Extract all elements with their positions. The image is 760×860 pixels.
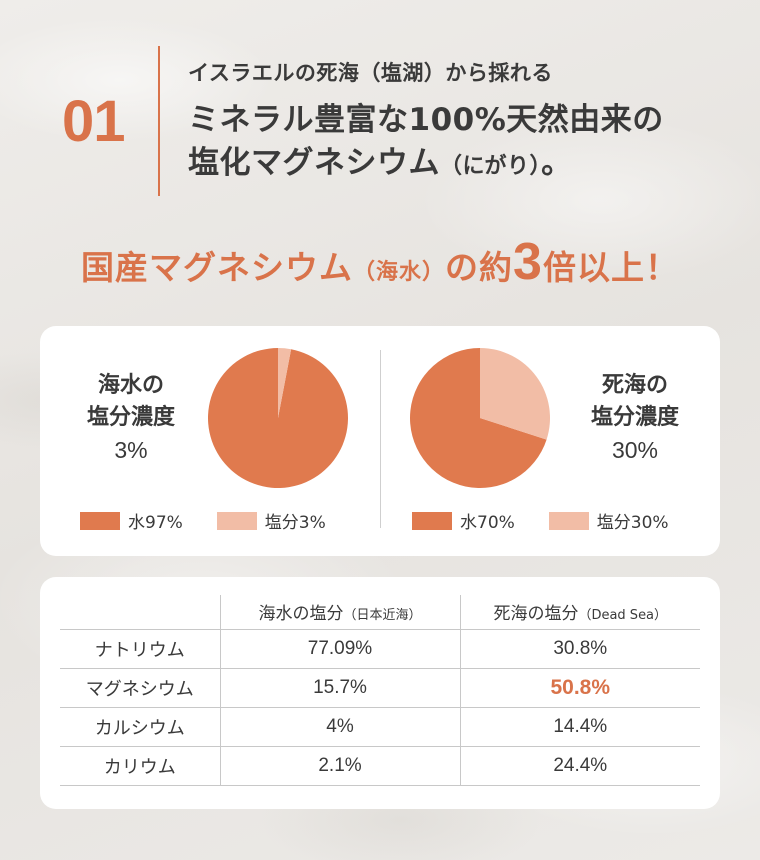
sea-value: 4%: [219, 707, 460, 747]
catch-copy: 国産マグネシウム（海水）の約3倍以上！: [0, 232, 760, 292]
table-row: カルシウム 4% 14.4%: [60, 707, 700, 747]
header-title-line2: 塩化マグネシウム（にがり）。: [188, 142, 664, 185]
pie-label-sea: 海水の 塩分濃度 3%: [66, 370, 196, 467]
pie-panel-deadsea: 死海の 塩分濃度 30% 水70% 塩分30%: [380, 326, 720, 556]
header-title-line1: ミネラル豊富な100%天然由来の: [188, 101, 664, 138]
pie-label-line1: 海水の: [97, 373, 164, 398]
legend-text-water: 水97%: [128, 513, 183, 533]
table-header-deadsea: 死海の塩分（Dead Sea）: [459, 595, 700, 630]
table-header-sea: 海水の塩分（日本近海）: [219, 595, 460, 630]
table-row: マグネシウム 15.7% 50.8%: [60, 668, 700, 708]
pie-panel-sea: 海水の 塩分濃度 3% 水97% 塩分3%: [40, 326, 380, 556]
sea-value: 15.7%: [219, 668, 460, 708]
table-row: カリウム 2.1% 24.4%: [60, 746, 700, 786]
legend-item-water: 水70%: [412, 508, 515, 533]
pie-label-pct: 30%: [611, 436, 659, 463]
pie-slice-salt: [480, 348, 550, 440]
legend-item-salt: 塩分3%: [216, 508, 326, 533]
catch-part3: の約: [445, 248, 514, 287]
header-main: 死海の塩分: [493, 604, 579, 625]
pie-label-deadsea: 死海の 塩分濃度 30%: [570, 370, 700, 467]
pie-legend-sea: 水97% 塩分3%: [80, 508, 360, 533]
pie-label-pct: 3%: [114, 436, 148, 463]
table-header-row: 海水の塩分（日本近海） 死海の塩分（Dead Sea）: [60, 595, 700, 630]
catch-part2: （海水）: [353, 260, 446, 285]
header-title-line2-note: （にがり）: [440, 154, 542, 179]
header-divider: [158, 46, 160, 196]
legend-text-salt: 塩分30%: [596, 513, 669, 533]
pie-chart-deadsea: [410, 348, 550, 488]
pie-slice-salt: [278, 348, 292, 418]
mineral-name: マグネシウム: [60, 668, 220, 708]
section-number: 01: [62, 88, 126, 154]
catch-number: 3: [513, 233, 543, 291]
pie-legend-deadsea: 水70% 塩分30%: [412, 508, 703, 533]
pie-label-line2: 塩分濃度: [590, 404, 679, 430]
pie-label-line2: 塩分濃度: [86, 404, 175, 430]
legend-item-salt: 塩分30%: [548, 508, 669, 533]
legend-swatch-salt: [548, 511, 589, 530]
header-text: イスラエルの死海（塩湖）から採れる ミネラル豊富な100%天然由来の 塩化マグネ…: [188, 57, 664, 186]
header-note: （Dead Sea）: [578, 608, 668, 624]
deadsea-value: 24.4%: [459, 746, 700, 786]
header-note: （日本近海）: [343, 608, 422, 624]
header-title-line2-end: 。: [541, 145, 573, 181]
pie-chart-sea: [208, 348, 348, 488]
table-header-empty: [60, 595, 220, 630]
mineral-table-card: 海水の塩分（日本近海） 死海の塩分（Dead Sea） ナトリウム 77.09%…: [40, 577, 720, 809]
header-main: 海水の塩分: [258, 604, 344, 625]
legend-swatch-salt: [216, 511, 257, 530]
legend-item-water: 水97%: [80, 508, 183, 533]
header-subtitle: イスラエルの死海（塩湖）から採れる: [188, 60, 553, 85]
mineral-composition-table: 海水の塩分（日本近海） 死海の塩分（Dead Sea） ナトリウム 77.09%…: [60, 595, 700, 786]
legend-swatch-water: [412, 511, 452, 530]
mineral-name: ナトリウム: [60, 629, 220, 669]
legend-swatch-water: [80, 511, 120, 530]
table-row: ナトリウム 77.09% 30.8%: [60, 629, 700, 669]
salinity-comparison-card: 海水の 塩分濃度 3% 水97% 塩分3% 死海の 塩分濃度 30% 水70% …: [40, 326, 720, 556]
mineral-name: カリウム: [60, 746, 220, 786]
legend-text-water: 水70%: [460, 513, 515, 533]
deadsea-value: 14.4%: [459, 707, 700, 747]
legend-text-salt: 塩分3%: [264, 513, 326, 533]
mineral-name: カルシウム: [60, 707, 220, 747]
pie-divider: [380, 350, 381, 528]
deadsea-value: 30.8%: [459, 629, 700, 669]
sea-value: 77.09%: [219, 629, 460, 669]
pie-slice-water: [410, 348, 547, 488]
sea-value: 2.1%: [219, 746, 460, 786]
catch-part5: 倍以上！: [542, 248, 679, 287]
section-header: 01 イスラエルの死海（塩湖）から採れる ミネラル豊富な100%天然由来の 塩化…: [62, 46, 664, 196]
pie-label-line1: 死海の: [601, 373, 668, 398]
header-title-line2-main: 塩化マグネシウム: [188, 145, 440, 181]
deadsea-value-highlight: 50.8%: [459, 668, 700, 708]
catch-part1: 国産マグネシウム: [81, 248, 354, 287]
